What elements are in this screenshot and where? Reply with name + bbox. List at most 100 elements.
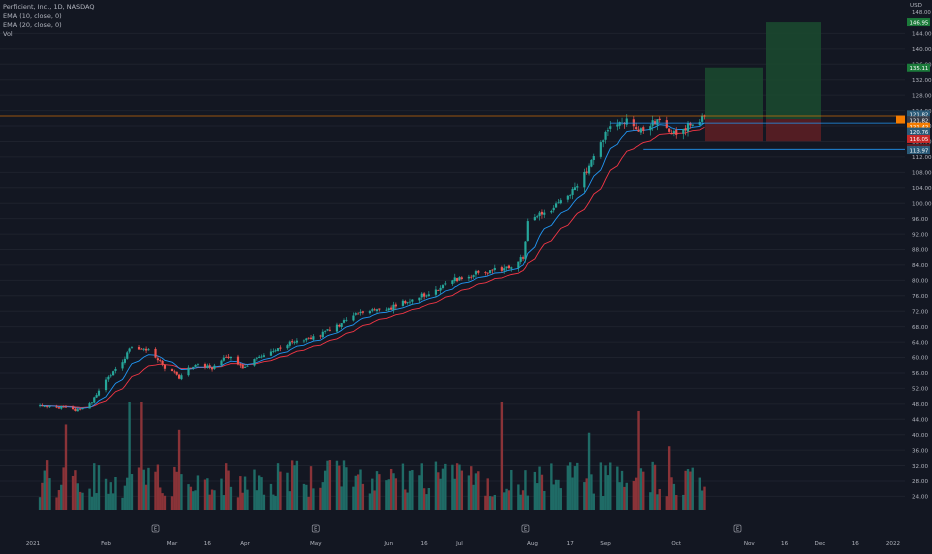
- volume-bar: [455, 463, 459, 510]
- tag-entry-low-bg: [907, 122, 930, 131]
- volume-bar: [321, 482, 325, 510]
- candle-body: [137, 346, 141, 350]
- candle: [441, 284, 445, 290]
- candle: [599, 140, 602, 159]
- candle: [451, 279, 454, 286]
- volume-bar: [177, 429, 181, 510]
- candle-body: [519, 257, 522, 262]
- volume-bar: [500, 402, 504, 510]
- candle: [279, 345, 282, 352]
- candle-body: [444, 283, 447, 285]
- candle: [505, 266, 508, 272]
- volume-bar: [406, 492, 409, 510]
- volume-bar: [307, 496, 310, 510]
- price-axis[interactable]: 24.00 28.00 32.00 36.00 40.00 44.00 48.00 52.00…: [896, 0, 932, 550]
- tag-level-mid: 120.76: [910, 130, 929, 136]
- candle-body: [451, 280, 454, 284]
- volume-bar: [142, 469, 145, 510]
- candle-body: [335, 324, 339, 332]
- volume-bar: [208, 494, 211, 510]
- tag-stop-1: 116.05: [910, 137, 929, 143]
- candle: [76, 407, 79, 412]
- candle-body: [557, 202, 560, 204]
- candle-body: [97, 390, 101, 396]
- candle-body: [477, 270, 480, 273]
- candle-body: [411, 299, 414, 302]
- volume-bar: [76, 483, 79, 510]
- earnings-marker: E: [733, 524, 742, 533]
- candle: [142, 347, 145, 352]
- candle-body: [222, 357, 225, 361]
- candle: [229, 356, 233, 361]
- volume-bar: [38, 497, 42, 510]
- y-tick-label: 112.00: [912, 155, 932, 161]
- candle: [173, 369, 176, 374]
- volume-bar: [691, 467, 694, 510]
- x-tick-label: Feb: [101, 541, 111, 547]
- legend-ema10[interactable]: EMA (10, close, 0): [3, 12, 62, 20]
- candle-body: [354, 313, 357, 315]
- volume-bar: [130, 474, 134, 510]
- candle-body: [345, 319, 348, 321]
- candle: [571, 186, 574, 200]
- candle-body: [552, 207, 555, 211]
- volume-bar: [161, 493, 164, 510]
- candle: [203, 362, 207, 370]
- volume-bar: [689, 471, 692, 510]
- volume-bar: [225, 463, 228, 510]
- candle: [618, 121, 621, 130]
- candle: [213, 363, 216, 370]
- candle-body: [533, 217, 536, 221]
- position-zones: [705, 22, 821, 142]
- candle-body: [342, 320, 346, 323]
- volume-bar: [425, 494, 428, 510]
- candle-body: [609, 126, 612, 129]
- volume-bar: [319, 487, 322, 510]
- candle: [274, 348, 277, 353]
- volume-bar: [57, 490, 61, 510]
- legend-title[interactable]: Perficient, Inc., 1D, NASDAQ: [3, 3, 95, 11]
- volume-bar: [154, 471, 157, 510]
- candle: [175, 371, 178, 376]
- volume-bar: [385, 480, 388, 510]
- tag-level-mid-bg: [907, 127, 930, 136]
- candle: [477, 269, 480, 275]
- volume-bar: [418, 475, 421, 510]
- candle: [189, 367, 192, 369]
- candlesticks: [38, 113, 706, 412]
- volume-bar: [288, 491, 292, 510]
- volume-bar: [180, 474, 183, 510]
- y-tick-label: 40.00: [912, 433, 928, 439]
- legend-ema20[interactable]: EMA (20, close, 0): [3, 21, 62, 29]
- candle: [672, 129, 675, 137]
- time-axis[interactable]: 2021 Feb Mar 16 Apr May Jun 16 Jul Aug 17 Sep Oct Nov…: [0, 536, 932, 550]
- volume-bar: [411, 470, 414, 510]
- ema20-line: [40, 126, 705, 408]
- x-tick-label: Mar: [167, 541, 178, 547]
- candle-body: [390, 307, 393, 310]
- candle-body: [425, 295, 428, 297]
- candle: [239, 362, 242, 368]
- volume-bar: [326, 460, 329, 510]
- tag-current: 121.82: [910, 118, 929, 124]
- candle-body: [274, 350, 277, 352]
- volume-bar: [493, 494, 497, 510]
- candle: [321, 329, 324, 338]
- candle-body: [227, 356, 230, 358]
- volume-bar: [286, 472, 289, 510]
- candle-body: [269, 351, 273, 356]
- candle: [653, 118, 657, 125]
- candle: [302, 339, 306, 344]
- volume-bar: [538, 466, 541, 510]
- volume-bar: [253, 469, 256, 510]
- candle: [246, 364, 249, 367]
- y-tick-label: 64.00: [912, 340, 928, 346]
- candle: [305, 337, 308, 343]
- volume-bar: [194, 490, 197, 510]
- candle: [472, 274, 475, 279]
- candle: [90, 402, 94, 406]
- legend-volume[interactable]: Vol: [3, 30, 13, 38]
- candle: [521, 255, 525, 261]
